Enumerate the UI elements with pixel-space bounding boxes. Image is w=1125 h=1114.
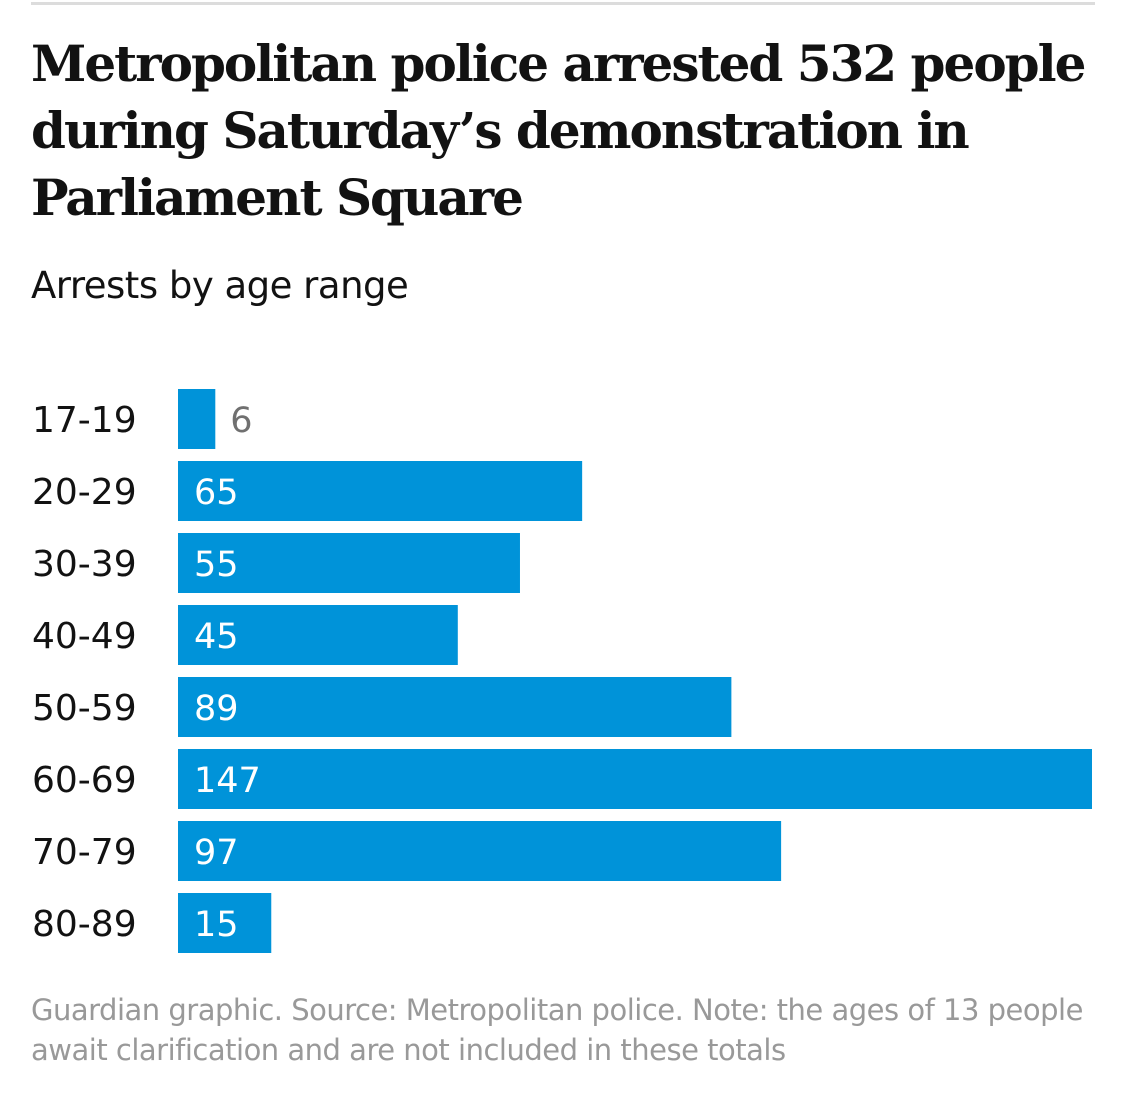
value-label: 89	[194, 689, 239, 729]
value-label: 147	[194, 761, 261, 801]
bar-20-29	[178, 461, 583, 521]
value-label: 6	[230, 401, 252, 441]
chart-title: Metropolitan police arrested 532 people …	[31, 34, 1086, 227]
bar-17-19	[178, 389, 216, 449]
category-label: 70-79	[32, 832, 137, 873]
bar-chart: 17-19 6 20-29 65 30-39 55 40-49 45 50-59 89 60-69 1…	[32, 389, 1092, 953]
chart-subtitle: Arrests by age range	[31, 264, 409, 307]
value-label: 45	[194, 617, 239, 657]
value-label: 97	[194, 833, 239, 873]
category-label: 80-89	[32, 904, 137, 945]
bar-60-69	[178, 749, 1092, 809]
category-label: 50-59	[32, 688, 137, 729]
bar-50-59	[178, 677, 732, 737]
source-note: Guardian graphic. Source: Metropolitan p…	[31, 993, 1083, 1067]
value-label: 55	[194, 545, 239, 585]
category-label: 17-19	[32, 400, 137, 441]
value-label: 65	[194, 473, 239, 513]
bar-30-39	[178, 533, 520, 593]
bar-40-49	[178, 605, 458, 665]
category-label: 20-29	[32, 472, 137, 513]
category-label: 40-49	[32, 616, 137, 657]
bar-70-79	[178, 821, 782, 881]
category-label: 30-39	[32, 544, 137, 585]
category-label: 60-69	[32, 760, 137, 801]
top-rule	[31, 2, 1095, 5]
bar-80-89	[178, 893, 272, 953]
value-label: 15	[194, 905, 239, 945]
